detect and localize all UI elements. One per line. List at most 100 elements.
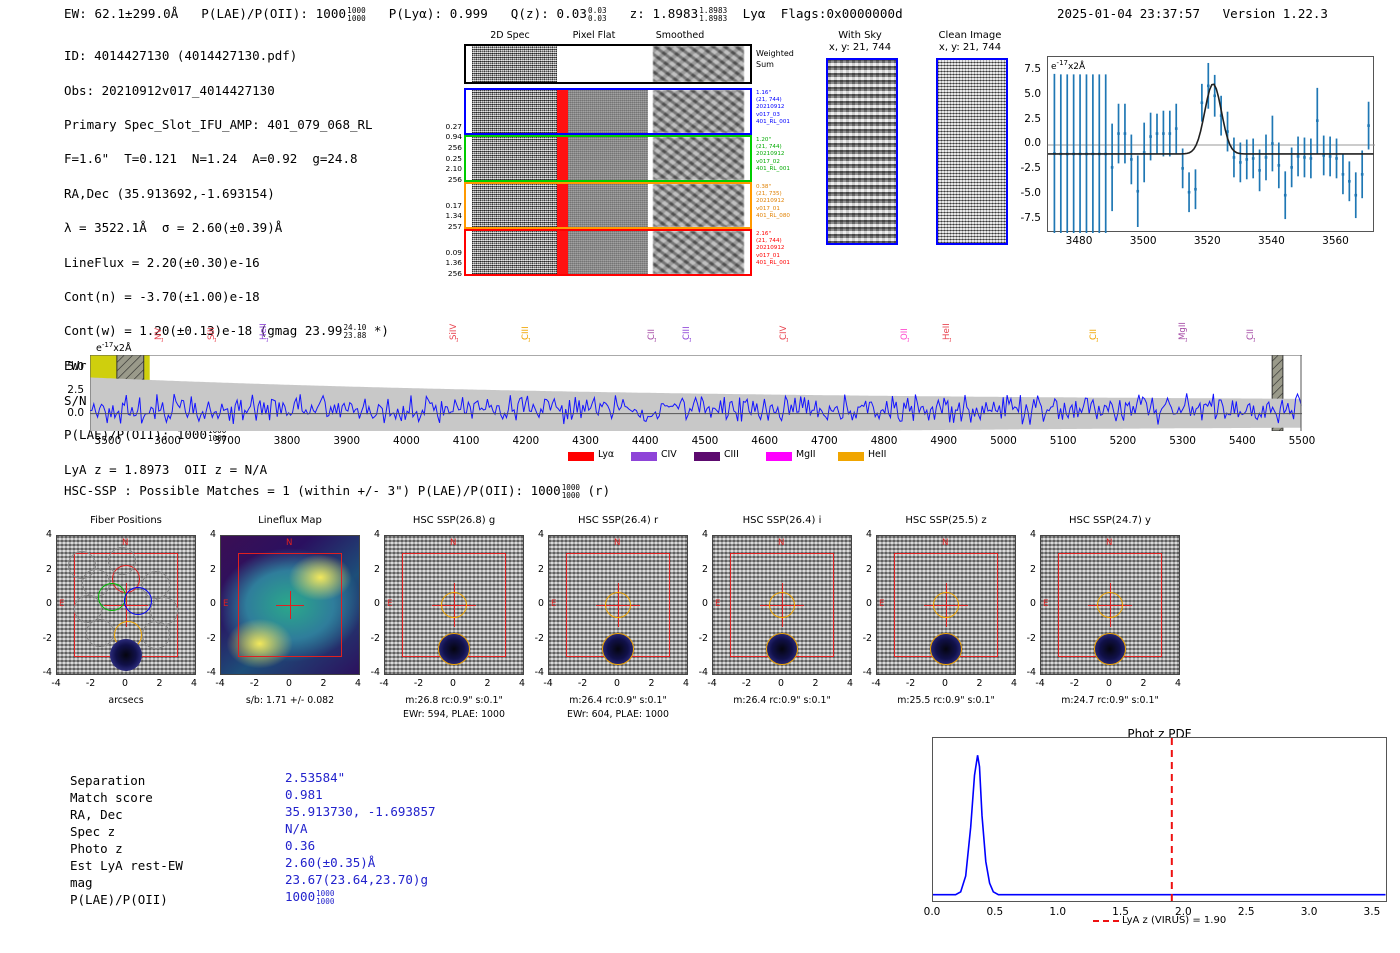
cutout-xtick-2-0: -4 xyxy=(379,678,389,689)
spectrum-line-bracket-10: ⎵ xyxy=(1089,338,1100,342)
cutout-xtick-3-4: 4 xyxy=(683,678,689,689)
cutout-ytick-1-4: -4 xyxy=(206,667,216,678)
spectrum-xtick: 3800 xyxy=(273,435,301,447)
spectrum-line-label-cii-5: CII xyxy=(647,328,658,340)
cutout-xtick-5-0: -4 xyxy=(871,678,881,689)
line-zoom-unit: e-17x2Å xyxy=(1051,59,1086,72)
row-value-radec: 35.913730, -1.693857 xyxy=(285,804,436,819)
cutout-xtick-0-3: 2 xyxy=(156,678,163,689)
info-line-lineflux: LineFlux = 2.20(±0.30)e-16 xyxy=(64,254,260,270)
row-label-radec: RA, Dec xyxy=(70,807,123,822)
cutout-ytick-3-4: -4 xyxy=(534,667,544,678)
line-zoom-xtick: 3540 xyxy=(1258,235,1285,247)
cutout-caption1-2: m:26.8 rc:0.9" s:0.1" xyxy=(405,695,503,706)
cutout-aperture-circle-6 xyxy=(1097,592,1123,618)
cutout-ytick-6-0: 4 xyxy=(1030,529,1036,540)
full-spectrum-unit: e-17x2Å xyxy=(96,341,132,355)
cutout-ytick-3-1: 2 xyxy=(538,563,544,575)
spectrum-xtick: 3600 xyxy=(154,435,181,447)
line-zoom-xtick: 3520 xyxy=(1193,235,1221,247)
cutout-ytick-5-0: 4 xyxy=(866,529,872,540)
spectrum-xtick: 5100 xyxy=(1049,435,1077,447)
spec-strip-row-2 xyxy=(464,182,752,229)
cutout-ytick-5-2: 0 xyxy=(866,598,872,609)
spectrum-xtick: 4400 xyxy=(631,435,659,447)
spec-strip-row-1 xyxy=(464,135,752,182)
photz-xtick-5: 2.5 xyxy=(1237,906,1255,918)
spectrum-xtick: 4300 xyxy=(572,435,599,447)
photz-legend-text: LyA z (VIRUS) = 1.90 xyxy=(1121,915,1227,926)
spectrum-xtick: 4900 xyxy=(930,435,958,447)
gmag-fraction: 24.10 23.88 xyxy=(343,322,367,340)
row-value-photo-z: 0.36 xyxy=(285,838,316,853)
cutout-ytick-1-1: 2 xyxy=(210,563,216,575)
cutout-title-6: HSC SSP(24.7) y xyxy=(1069,515,1151,526)
spectrum-xtick: 4100 xyxy=(452,435,480,447)
cutout-xtick-5-2: 0 xyxy=(942,678,948,689)
cutout-ytick-6-1: 2 xyxy=(1030,563,1036,575)
cutout-xtick-2-1: -2 xyxy=(413,678,424,689)
spectrum-line-label-civ-7: CIV xyxy=(778,325,789,340)
weighted-sum-strip xyxy=(464,44,752,84)
cutout-aperture-circle-3 xyxy=(605,592,631,618)
line-zoom-xtick: 3500 xyxy=(1129,235,1157,247)
legend-label-mgii: MgII xyxy=(796,449,816,460)
cutout-aperture-circle-2 xyxy=(441,592,467,618)
strip-3-left-values: 0.09 1.36 256 xyxy=(445,248,462,278)
cutout-east-4: E xyxy=(715,599,721,609)
cutout-ytick-2-4: -4 xyxy=(370,667,380,678)
cutout-title-2: HSC SSP(26.8) g xyxy=(412,515,496,526)
row-value-spec-z: N/A xyxy=(285,821,308,836)
col-title-smoothed: Smoothed xyxy=(655,30,705,41)
spectrum-line-label-nv-0: NV xyxy=(153,327,164,340)
header-meta: 2025-01-04 23:37:57 Version 1.22.3 xyxy=(1057,6,1328,21)
strip-2-left-values: 0.17 1.34 257 xyxy=(445,201,462,231)
cutout-xtick-6-4: 4 xyxy=(1175,678,1181,689)
legend-swatch-heii xyxy=(838,452,864,461)
photz-xtick-6: 3.0 xyxy=(1300,906,1318,918)
cutout-ytick-6-2: 0 xyxy=(1030,598,1036,609)
cutout-xtick-0-4: 4 xyxy=(191,678,197,689)
legend-swatch-lyα xyxy=(568,452,594,461)
cutout-ytick-6-4: -4 xyxy=(1026,667,1036,678)
cutout-east-3: E xyxy=(551,599,557,609)
cutout-title-1: Lineflux Map xyxy=(258,515,322,526)
fiber-circle-9 xyxy=(142,621,170,649)
cutout-ytick-4-0: 4 xyxy=(702,529,708,540)
fiber-circle-4 xyxy=(98,583,126,611)
cutout-ytick-1-3: -2 xyxy=(206,632,216,644)
cutout-crosshair-v-1 xyxy=(290,591,291,619)
spectrum-line-bracket-1: ⎵ xyxy=(207,338,218,342)
cutout-ytick-0-2: 0 xyxy=(46,598,52,609)
hsc-ssp-header: HSC-SSP : Possible Matches = 1 (within +… xyxy=(64,482,611,500)
with-sky-coords: x, y: 21, 744 xyxy=(828,42,892,53)
full-spectrum-plot: e-17x2Å xyxy=(90,341,1302,431)
spectrum-line-bracket-9: ⎵ xyxy=(941,338,952,342)
spectrum-line-label-ciii-4: CIII xyxy=(520,326,531,340)
cutout-ytick-4-3: -2 xyxy=(698,632,708,644)
strip-0-left-values: 0.27 0.94 256 xyxy=(445,122,462,152)
spectrum-line-bracket-2: ⎵ xyxy=(259,338,270,342)
cutout-xtick-3-0: -4 xyxy=(543,678,553,689)
legend-label-heii: HeII xyxy=(868,449,887,460)
cutout-title-3: HSC SSP(26.4) r xyxy=(577,515,659,526)
cutout-north-5: N xyxy=(942,538,949,548)
cutout-ytick-0-3: -2 xyxy=(42,632,52,644)
cutout-north-0: N xyxy=(122,538,129,548)
cutout-ytick-0-1: 2 xyxy=(46,563,52,575)
clean-image-title: Clean Image xyxy=(938,30,1002,41)
cutout-xtick-4-0: -4 xyxy=(707,678,717,689)
strip-0-meta: 1.16" (21, 744) 20210912 v017_03 401_RL_… xyxy=(756,90,790,125)
photz-svg xyxy=(933,738,1386,903)
cutout-xtick-6-0: -4 xyxy=(1035,678,1045,689)
photz-pdf-plot xyxy=(932,737,1387,903)
cutout-xtick-1-1: -2 xyxy=(249,678,260,689)
line-zoom-ytick: 5.0 xyxy=(1024,87,1041,100)
spectrum-line-label-siiv-3: SiIV xyxy=(449,323,460,340)
cutout-xtick-1-3: 2 xyxy=(320,678,327,689)
spectrum-line-bracket-8: ⎵ xyxy=(899,338,910,342)
header-flags: Flags:0x0000000d xyxy=(780,6,903,21)
with-sky-image xyxy=(826,58,898,245)
hsc-plae-fraction: 1000 1000 xyxy=(561,482,580,500)
spectrum-xtick: 4500 xyxy=(691,435,719,447)
